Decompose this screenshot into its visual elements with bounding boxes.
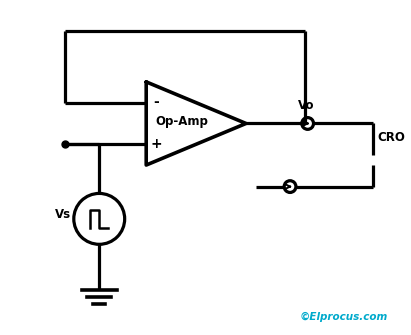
Text: -: - (153, 95, 159, 109)
Text: Vo: Vo (298, 99, 314, 112)
Text: ©Elprocus.com: ©Elprocus.com (300, 312, 388, 322)
Text: Op-Amp: Op-Amp (155, 115, 208, 128)
Text: Vs: Vs (55, 208, 71, 221)
Text: CRO: CRO (377, 131, 405, 144)
Text: +: + (150, 137, 162, 151)
